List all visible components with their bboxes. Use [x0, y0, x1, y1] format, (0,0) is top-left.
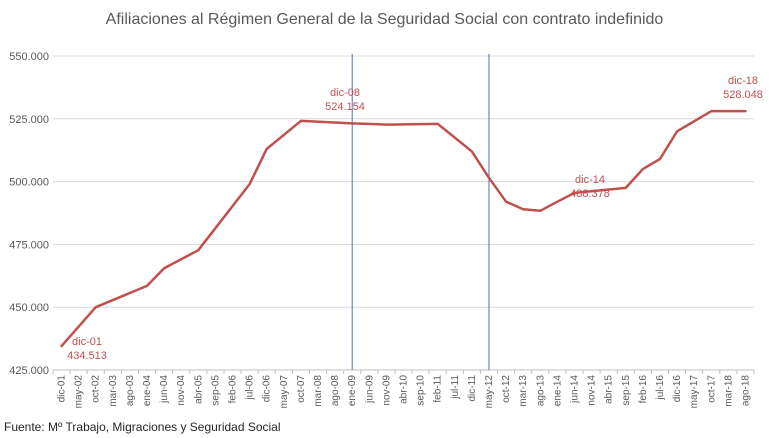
data-label: dic-08: [330, 87, 360, 99]
series-line: [60, 109, 747, 348]
x-tick-label: ene-04: [142, 375, 153, 407]
x-tick-label: sep-05: [210, 375, 221, 406]
data-label: 528.048: [723, 89, 763, 101]
x-tick-label: dic-01: [57, 375, 68, 403]
data-label: dic-14: [575, 174, 605, 186]
x-tick-label: feb-11: [433, 375, 444, 403]
x-tick-label: jun-14: [569, 375, 580, 404]
x-tick-label: ago-13: [535, 375, 546, 407]
x-tick-label: nov-14: [587, 375, 598, 406]
y-tick-label: 525.000: [9, 114, 49, 126]
x-tick-label: may-02: [74, 375, 85, 409]
x-tick-label: oct-17: [706, 375, 717, 403]
y-tick-label: 500.000: [9, 177, 49, 189]
x-tick-label: abr-05: [193, 375, 204, 404]
x-tick-label: may-07: [279, 375, 290, 409]
x-tick-label: jul-11: [450, 375, 461, 400]
x-tick-label: jul-16: [655, 375, 666, 401]
x-tick-label: may-12: [484, 375, 495, 409]
y-tick-label: 425.000: [9, 365, 49, 377]
data-label: dic-01: [72, 336, 102, 348]
x-tick-label: abr-10: [399, 375, 410, 404]
x-tick-label: jun-04: [159, 375, 170, 404]
x-tick-label: dic-11: [467, 375, 478, 402]
x-tick-label: oct-02: [91, 375, 102, 403]
data-label: dic-18: [728, 75, 758, 87]
x-tick-label: sep-10: [416, 375, 427, 406]
x-tick-label: feb-06: [228, 375, 239, 404]
chart-source: Fuente: Mº Trabajo, Migraciones y Seguri…: [4, 420, 281, 434]
x-tick-label: mar-03: [108, 375, 119, 407]
x-tick-label: mar-13: [518, 375, 529, 407]
x-tick-label: mar-08: [313, 375, 324, 407]
x-tick-label: oct-12: [501, 375, 512, 403]
x-tick-label: may-17: [689, 375, 700, 409]
x-tick-label: ago-18: [740, 375, 751, 407]
x-tick-label: sep-15: [621, 375, 632, 406]
x-tick-label: dic-16: [672, 375, 683, 403]
x-tick-label: nov-09: [381, 375, 392, 406]
x-tick-label: ene-14: [552, 375, 563, 407]
chart-title: Afiliaciones al Régimen General de la Se…: [105, 11, 664, 28]
data-label: 488.378: [570, 188, 610, 200]
y-tick-label: 475.000: [9, 239, 49, 251]
y-tick-label: 550.000: [9, 51, 49, 63]
x-tick-label: nov-04: [176, 375, 187, 406]
x-tick-label: ene-09: [347, 375, 358, 407]
x-tick-label: dic-06: [262, 375, 273, 403]
data-label: 524.154: [325, 101, 365, 113]
x-tick-label: abr-15: [604, 375, 615, 404]
x-tick-label: feb-16: [638, 375, 649, 404]
x-tick-label: mar-18: [723, 375, 734, 407]
x-tick-label: ago-03: [125, 375, 136, 407]
y-tick-label: 450.000: [9, 302, 49, 314]
data-label: 434.513: [67, 350, 107, 362]
x-tick-label: jun-09: [364, 375, 375, 404]
x-tick-label: ago-08: [330, 375, 341, 407]
x-tick-label: oct-07: [296, 375, 307, 403]
x-tick-label: jul-06: [245, 375, 256, 401]
